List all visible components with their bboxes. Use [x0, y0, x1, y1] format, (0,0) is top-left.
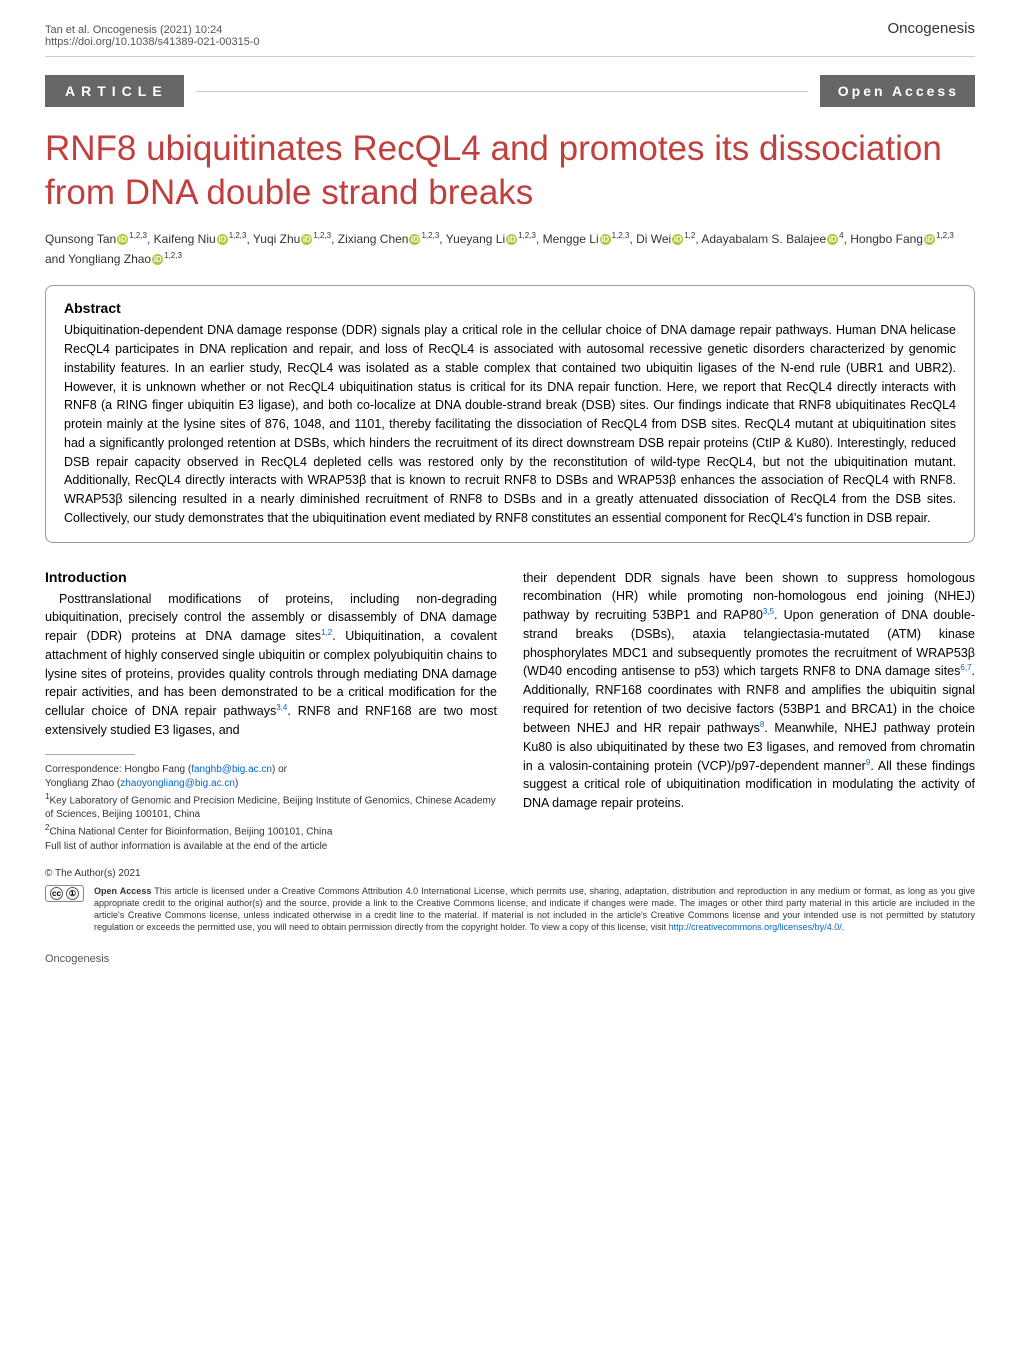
header-bar: Tan et al. Oncogenesis (2021) 10:24 http… — [0, 0, 1020, 56]
journal-name: Oncogenesis — [887, 20, 975, 37]
correspondence-line-1: Correspondence: Hongbo Fang (fanghb@big.… — [45, 763, 497, 777]
article-type-badge: ARTICLE — [45, 75, 184, 107]
author-list: Qunsong TaniD1,2,3, Kaifeng NiuiD1,2,3, … — [0, 229, 1020, 270]
footnote-divider — [45, 754, 135, 755]
body-columns: Introduction Posttranslational modificat… — [0, 569, 1020, 854]
abstract-text: Ubiquitination-dependent DNA damage resp… — [64, 321, 956, 527]
copyright-line: © The Author(s) 2021 — [0, 868, 1020, 879]
license-text: Open Access This article is licensed und… — [94, 885, 975, 934]
footer-bar: Oncogenesis — [0, 933, 1020, 983]
header-divider — [45, 56, 975, 57]
introduction-right-text: their dependent DDR signals have been sh… — [523, 569, 975, 813]
by-icon: ① — [66, 887, 79, 900]
citation-block: Tan et al. Oncogenesis (2021) 10:24 http… — [45, 24, 260, 48]
correspondence-line-2: Yongliang Zhao (zhaoyongliang@big.ac.cn) — [45, 777, 497, 791]
open-access-badge: Open Access — [820, 75, 975, 107]
article-title: RNF8 ubiquitinates RecQL4 and promotes i… — [0, 127, 1020, 215]
full-author-list-note: Full list of author information is avail… — [45, 840, 497, 854]
introduction-left-text: Posttranslational modifications of prote… — [45, 590, 497, 740]
cc-icon: cc — [50, 887, 63, 900]
affiliation-2: 2China National Center for Bioinformatio… — [45, 822, 497, 839]
license-body: This article is licensed under a Creativ… — [94, 886, 975, 932]
right-column: their dependent DDR signals have been sh… — [523, 569, 975, 854]
label-spacer — [196, 91, 808, 92]
footer-journal: Oncogenesis — [45, 953, 109, 965]
cc-by-badge: cc ① — [45, 885, 84, 902]
open-access-bold: Open Access — [94, 886, 151, 896]
article-label-row: ARTICLE Open Access — [0, 75, 1020, 107]
introduction-heading: Introduction — [45, 569, 497, 585]
affiliation-1: 1Key Laboratory of Genomic and Precision… — [45, 791, 497, 822]
abstract-box: Abstract Ubiquitination-dependent DNA da… — [45, 285, 975, 542]
abstract-heading: Abstract — [64, 300, 956, 316]
doi-text: https://doi.org/10.1038/s41389-021-00315… — [45, 36, 260, 48]
left-column: Introduction Posttranslational modificat… — [45, 569, 497, 854]
citation-text: Tan et al. Oncogenesis (2021) 10:24 — [45, 24, 260, 36]
license-row: cc ① Open Access This article is license… — [0, 885, 1020, 934]
